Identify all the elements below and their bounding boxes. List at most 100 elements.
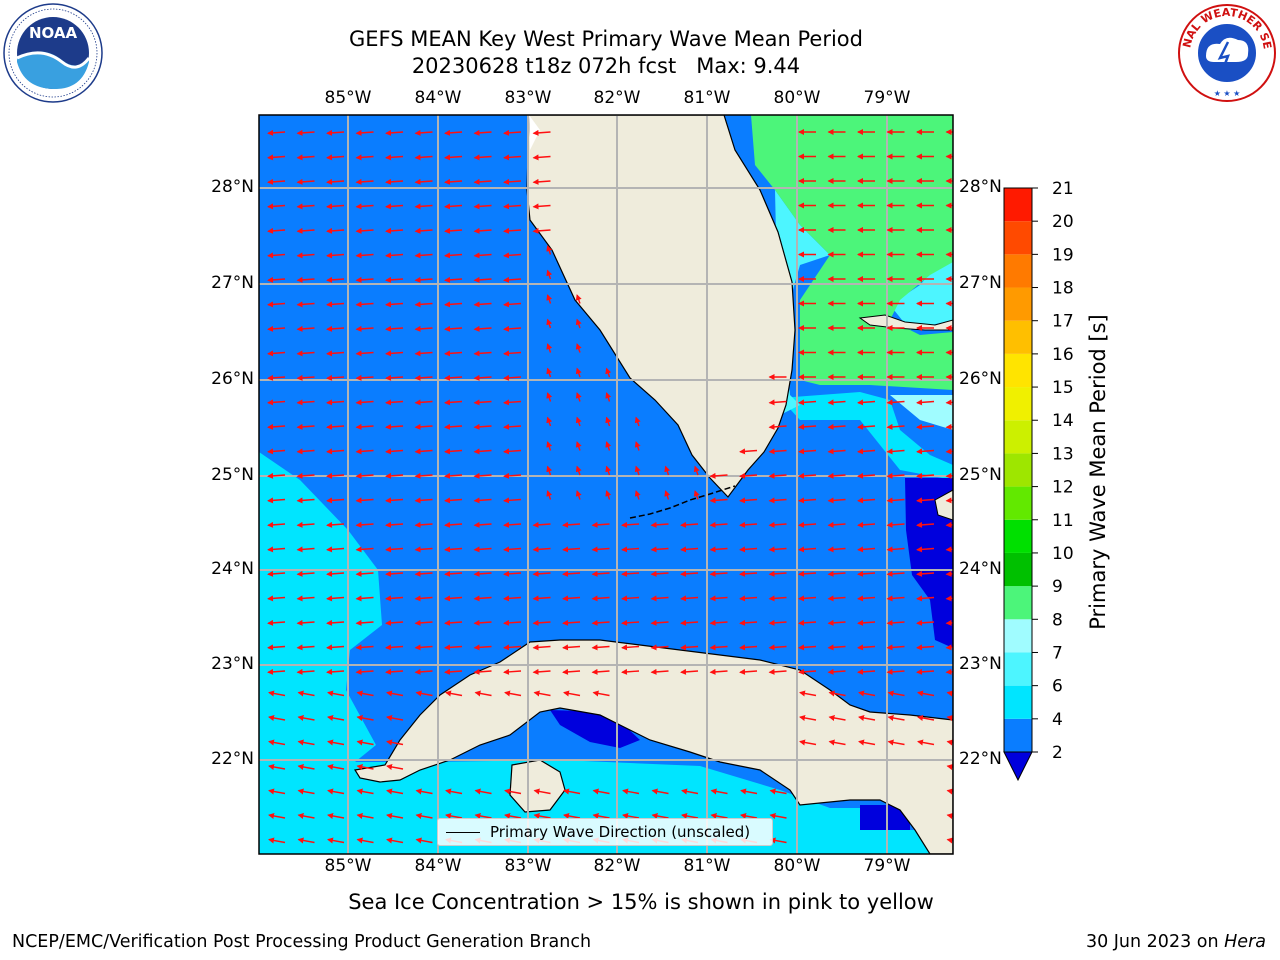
wave-arrow <box>563 788 581 795</box>
wave-arrow <box>886 595 905 602</box>
wave-arrow <box>562 644 581 651</box>
wave-arrow <box>680 570 699 577</box>
wave-arrow <box>562 570 581 577</box>
wave-arrow <box>385 129 404 136</box>
wave-arrow <box>886 546 905 553</box>
wave-arrow <box>504 788 522 795</box>
wave-arrow <box>326 350 345 357</box>
wave-arrow <box>739 644 758 651</box>
wave-arrow <box>326 595 345 602</box>
wave-arrow <box>621 521 640 528</box>
wave-arrow <box>355 252 374 259</box>
wave-arrow <box>799 715 817 721</box>
wave-arrow <box>886 423 905 430</box>
lon-label-bottom: 81°W <box>683 856 731 876</box>
wave-arrow <box>444 301 463 308</box>
wave-arrow <box>575 343 582 353</box>
wave-arrow <box>798 595 817 602</box>
colorbar-swatch <box>1004 320 1032 354</box>
wave-arrow <box>768 497 787 504</box>
wave-arrow <box>296 178 315 185</box>
legend-label: Primary Wave Direction (unscaled) <box>490 823 751 841</box>
wave-arrow <box>267 619 286 626</box>
wave-arrow <box>386 690 404 697</box>
wave-arrow <box>355 423 374 430</box>
wave-arrow <box>414 644 433 651</box>
wave-arrow <box>828 715 846 721</box>
wave-arrow <box>503 448 522 455</box>
wave-arrow <box>546 441 553 451</box>
wave-arrow <box>296 472 315 479</box>
wave-arrow <box>798 399 817 406</box>
wave-arrow <box>355 276 374 283</box>
colorbar-swatch <box>1004 552 1032 587</box>
wave-arrow <box>945 644 953 651</box>
wave-arrow <box>356 739 374 746</box>
wave-arrow <box>385 644 404 651</box>
wave-arrow <box>591 619 610 626</box>
wave-arrow <box>857 619 876 626</box>
wave-arrow <box>768 595 787 602</box>
wave-arrow <box>768 521 787 528</box>
wave-arrow <box>296 203 315 210</box>
wave-arrow <box>650 668 669 675</box>
wave-arrow <box>651 813 669 819</box>
wave-arrow <box>575 294 582 304</box>
wave-arrow <box>503 203 522 210</box>
wave-arrow <box>473 350 492 357</box>
lon-label-top: 80°W <box>773 88 821 108</box>
wave-arrow <box>356 788 374 795</box>
florida-land <box>526 115 796 498</box>
wave-arrow <box>739 570 758 577</box>
wave-arrow <box>444 154 463 161</box>
wave-arrow <box>414 570 433 577</box>
lon-label-top: 85°W <box>324 88 372 108</box>
wave-arrow <box>267 129 286 136</box>
wave-arrow <box>385 374 404 381</box>
wave-arrow <box>267 203 286 210</box>
wave-arrow <box>946 764 953 770</box>
wave-arrow <box>385 546 404 553</box>
wave-arrow <box>355 178 374 185</box>
colorbar-swatch <box>1004 188 1032 222</box>
lat-label-right: 22°N <box>959 749 1002 769</box>
wave-arrow <box>473 619 492 626</box>
wave-arrow <box>356 813 374 819</box>
wave-arrow <box>886 521 905 528</box>
wave-arrow <box>385 497 404 504</box>
wave-arrow <box>740 813 758 819</box>
lat-label-right: 27°N <box>959 273 1002 293</box>
wave-arrow <box>355 301 374 308</box>
colorbar-tick-label: 19 <box>1052 245 1074 265</box>
map-title-line1: GEFS MEAN Key West Primary Wave Mean Per… <box>349 27 863 51</box>
wave-arrow <box>444 276 463 283</box>
wave-arrow <box>444 203 463 210</box>
wave-arrow <box>326 448 345 455</box>
wave-arrow <box>385 203 404 210</box>
wave-arrow <box>827 619 846 626</box>
wave-arrow <box>356 837 374 844</box>
colorbar-tick-label: 6 <box>1052 677 1063 697</box>
wave-arrow <box>546 416 553 427</box>
wave-arrow <box>385 178 404 185</box>
wave-arrow <box>414 668 433 675</box>
wave-arrow <box>267 423 286 430</box>
wave-arrow <box>386 739 404 746</box>
wave-arrow <box>650 619 669 626</box>
wave-arrow <box>827 521 846 528</box>
wave-arrow <box>681 813 699 819</box>
wave-arrow <box>621 595 640 602</box>
wave-arrow <box>268 837 286 844</box>
wave-arrow <box>532 644 551 651</box>
wave-arrow <box>473 570 492 577</box>
machine-name: Hera <box>1224 932 1266 952</box>
wave-arrow <box>827 472 846 479</box>
noaa-logo: NOAA <box>3 3 103 103</box>
wave-arrow <box>355 350 374 357</box>
wave-arrow <box>474 813 492 819</box>
wave-arrow <box>503 570 522 577</box>
wave-arrow <box>605 416 612 427</box>
wave-arrow <box>886 644 905 651</box>
wave-arrow <box>414 178 433 185</box>
